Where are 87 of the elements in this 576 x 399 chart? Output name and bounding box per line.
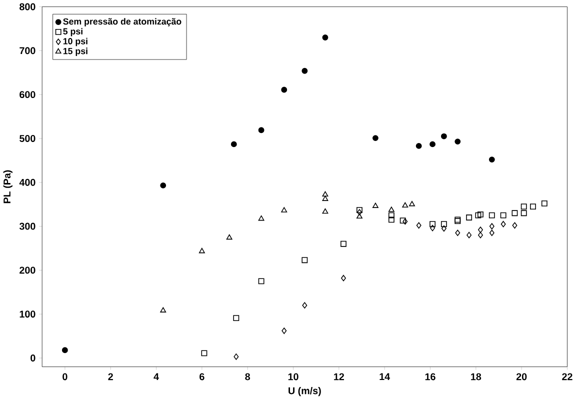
point: [466, 232, 472, 238]
y-tick-label: 0: [30, 354, 36, 362]
point: [341, 274, 346, 282]
point: [322, 191, 328, 196]
point: [322, 195, 328, 201]
x-axis-title: U (m/s): [288, 386, 321, 396]
point: [475, 212, 482, 218]
point: [322, 34, 328, 40]
y-tick-label: 800: [20, 3, 36, 10]
x-tick-label: 10: [288, 373, 298, 380]
y-tick-label: 400: [19, 178, 36, 186]
point: [234, 353, 239, 360]
point: [372, 202, 378, 208]
point: [201, 350, 208, 356]
point: [430, 141, 436, 147]
point: [372, 134, 378, 141]
x-tick-label: 14: [380, 373, 390, 380]
point: [520, 203, 527, 210]
point: [520, 210, 527, 216]
x-tick-label: 8: [245, 373, 250, 380]
point: [500, 212, 506, 218]
point: [478, 211, 484, 218]
point: [455, 230, 460, 236]
point: [488, 156, 495, 162]
point: [340, 240, 346, 247]
point: [258, 215, 264, 220]
legend-label: 15 psi: [63, 47, 88, 56]
point: [388, 212, 394, 218]
point: [160, 182, 166, 188]
point: [226, 234, 232, 240]
legend-label: 5 psi: [63, 28, 82, 36]
y-tick-label: 100: [20, 310, 36, 318]
point: [402, 218, 408, 224]
point: [416, 222, 422, 228]
x-tick-label: 18: [471, 373, 482, 380]
point: [478, 232, 483, 238]
x-tick-label: 12: [334, 373, 344, 380]
point: [281, 206, 288, 212]
y-tick-label: 200: [20, 266, 36, 274]
point: [430, 220, 436, 227]
y-tick-label: 500: [20, 134, 36, 142]
point: [500, 220, 506, 228]
legend-label: Sem pressão de atomização: [63, 18, 182, 26]
point: [258, 278, 264, 284]
y-axis-title: PL (Pa): [3, 170, 12, 203]
point: [430, 224, 436, 231]
point: [541, 200, 548, 206]
point: [489, 222, 494, 230]
point: [488, 212, 495, 218]
point: [281, 86, 288, 92]
x-tick-label: 22: [562, 373, 572, 380]
x-tick-label: 20: [516, 373, 527, 380]
point: [400, 217, 406, 224]
point: [466, 214, 472, 220]
y-tick-label: 300: [19, 222, 36, 230]
point: [302, 302, 308, 308]
point: [440, 133, 447, 140]
point: [388, 216, 394, 222]
point: [402, 202, 408, 208]
point: [322, 208, 328, 214]
x-tick-label: 0: [62, 373, 68, 380]
point: [302, 256, 308, 263]
point: [233, 314, 240, 321]
point: [302, 68, 308, 74]
x-tick-label: 6: [200, 373, 204, 380]
point: [258, 126, 264, 133]
point: [62, 346, 68, 353]
point: [489, 230, 494, 236]
point: [198, 248, 205, 253]
y-tick-label: 600: [20, 90, 36, 98]
point: [416, 142, 422, 149]
point: [454, 138, 461, 144]
point: [357, 208, 362, 216]
point: [160, 307, 166, 312]
point: [282, 327, 287, 334]
point: [512, 222, 518, 228]
point: [478, 226, 483, 233]
legend-label: 10 psi: [63, 38, 88, 46]
point: [530, 203, 536, 210]
point: [409, 200, 415, 206]
x-tick-label: 4: [154, 373, 159, 380]
point: [230, 141, 237, 147]
y-tick-label: 700: [20, 46, 36, 54]
point: [512, 210, 518, 216]
point: [388, 206, 394, 212]
x-tick-label: 16: [425, 373, 436, 380]
x-tick-label: 2: [108, 373, 113, 380]
